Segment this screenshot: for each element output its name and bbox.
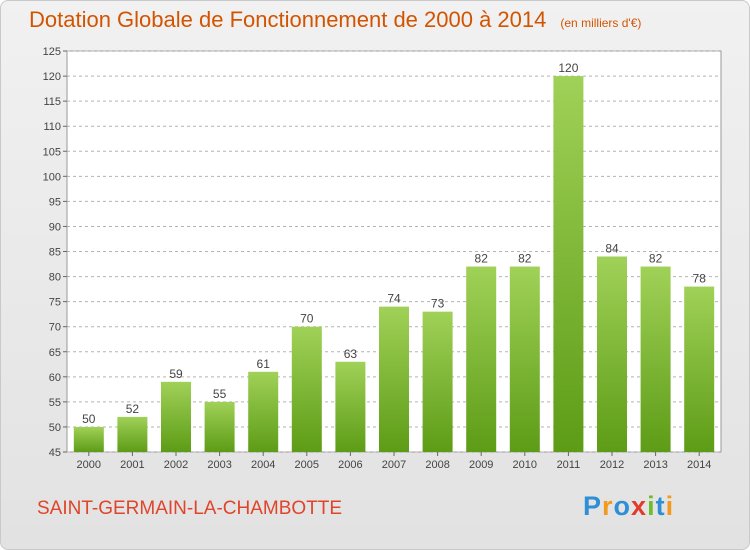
bar bbox=[204, 401, 235, 452]
x-tick-label: 2010 bbox=[513, 459, 537, 471]
chart-title-text: Dotation Globale de Fonctionnement de 20… bbox=[29, 7, 547, 32]
data-label: 50 bbox=[82, 412, 96, 426]
x-tick-label: 2001 bbox=[120, 459, 144, 471]
y-tick-label: 100 bbox=[43, 171, 61, 183]
data-label: 70 bbox=[300, 312, 314, 326]
y-tick-label: 120 bbox=[43, 71, 61, 83]
x-tick-label: 2013 bbox=[643, 459, 667, 471]
bar bbox=[466, 266, 497, 452]
bar bbox=[597, 256, 627, 452]
data-label: 61 bbox=[257, 357, 271, 371]
logo-letter: i bbox=[665, 491, 675, 521]
data-label: 84 bbox=[605, 242, 619, 256]
commune-name: SAINT-GERMAIN-LA-CHAMBOTTE bbox=[37, 498, 343, 519]
bar bbox=[335, 361, 366, 452]
x-tick-label: 2003 bbox=[207, 459, 231, 471]
data-label: 63 bbox=[344, 347, 358, 361]
y-tick-label: 85 bbox=[49, 247, 61, 259]
x-tick-label: 2000 bbox=[77, 459, 101, 471]
bar bbox=[640, 266, 671, 452]
y-tick-label: 95 bbox=[49, 196, 61, 208]
bar-chart: 45 50 55 60 65 70 75 80 85 90 95 100 105 110 115 120 125… bbox=[43, 46, 722, 471]
bar bbox=[117, 416, 148, 452]
y-tick-label: 115 bbox=[43, 96, 61, 108]
x-tick-label: 2009 bbox=[469, 459, 493, 471]
unit-note: (en milliers d'€) bbox=[560, 16, 642, 30]
data-label: 74 bbox=[387, 292, 401, 306]
x-tick-label: 2007 bbox=[382, 459, 406, 471]
bar bbox=[379, 306, 409, 452]
y-tick-label: 45 bbox=[49, 447, 61, 459]
y-tick-label: 90 bbox=[49, 221, 61, 233]
logo-letter: x bbox=[631, 491, 648, 521]
chart-title: Dotation Globale de Fonctionnement de 20… bbox=[29, 7, 641, 33]
data-label: 82 bbox=[475, 252, 489, 266]
logo-letter: o bbox=[613, 491, 632, 521]
x-tick-label: 2012 bbox=[600, 459, 624, 471]
x-tick-label: 2004 bbox=[251, 459, 275, 471]
bar bbox=[553, 76, 584, 452]
y-tick-label: 125 bbox=[43, 46, 61, 58]
bar bbox=[73, 426, 104, 452]
bar bbox=[509, 266, 540, 452]
bar bbox=[684, 286, 715, 452]
data-label: 55 bbox=[213, 387, 227, 401]
data-label: 82 bbox=[649, 252, 663, 266]
data-label: 52 bbox=[126, 402, 140, 416]
bar bbox=[161, 381, 191, 452]
data-label: 120 bbox=[558, 61, 578, 75]
x-tick-label: 2005 bbox=[295, 459, 319, 471]
data-label: 78 bbox=[693, 272, 707, 286]
x-tick-label: 2002 bbox=[164, 459, 188, 471]
x-tick-label: 2014 bbox=[687, 459, 711, 471]
y-tick-label: 70 bbox=[49, 322, 61, 334]
data-label: 59 bbox=[169, 367, 183, 381]
bar bbox=[291, 326, 322, 452]
logo-letter: i bbox=[647, 491, 656, 521]
logo-letter: P bbox=[583, 491, 603, 521]
y-tick-label: 65 bbox=[49, 347, 61, 359]
x-tick-label: 2006 bbox=[338, 459, 362, 471]
y-tick-label: 50 bbox=[49, 422, 61, 434]
bar bbox=[248, 371, 279, 452]
proxiti-logo: Proxiti bbox=[583, 491, 674, 522]
data-label: 82 bbox=[518, 252, 532, 266]
y-tick-label: 60 bbox=[49, 372, 61, 384]
y-tick-label: 75 bbox=[49, 297, 61, 309]
y-tick-label: 80 bbox=[49, 272, 61, 284]
y-tick-label: 110 bbox=[43, 121, 61, 133]
x-tick-label: 2008 bbox=[425, 459, 449, 471]
logo-letter: r bbox=[602, 491, 614, 521]
bar bbox=[422, 311, 453, 452]
y-tick-label: 105 bbox=[43, 146, 61, 158]
x-tick-label: 2011 bbox=[557, 459, 581, 471]
logo-letter: t bbox=[655, 491, 666, 521]
data-label: 73 bbox=[431, 297, 445, 311]
y-tick-label: 55 bbox=[49, 397, 61, 409]
